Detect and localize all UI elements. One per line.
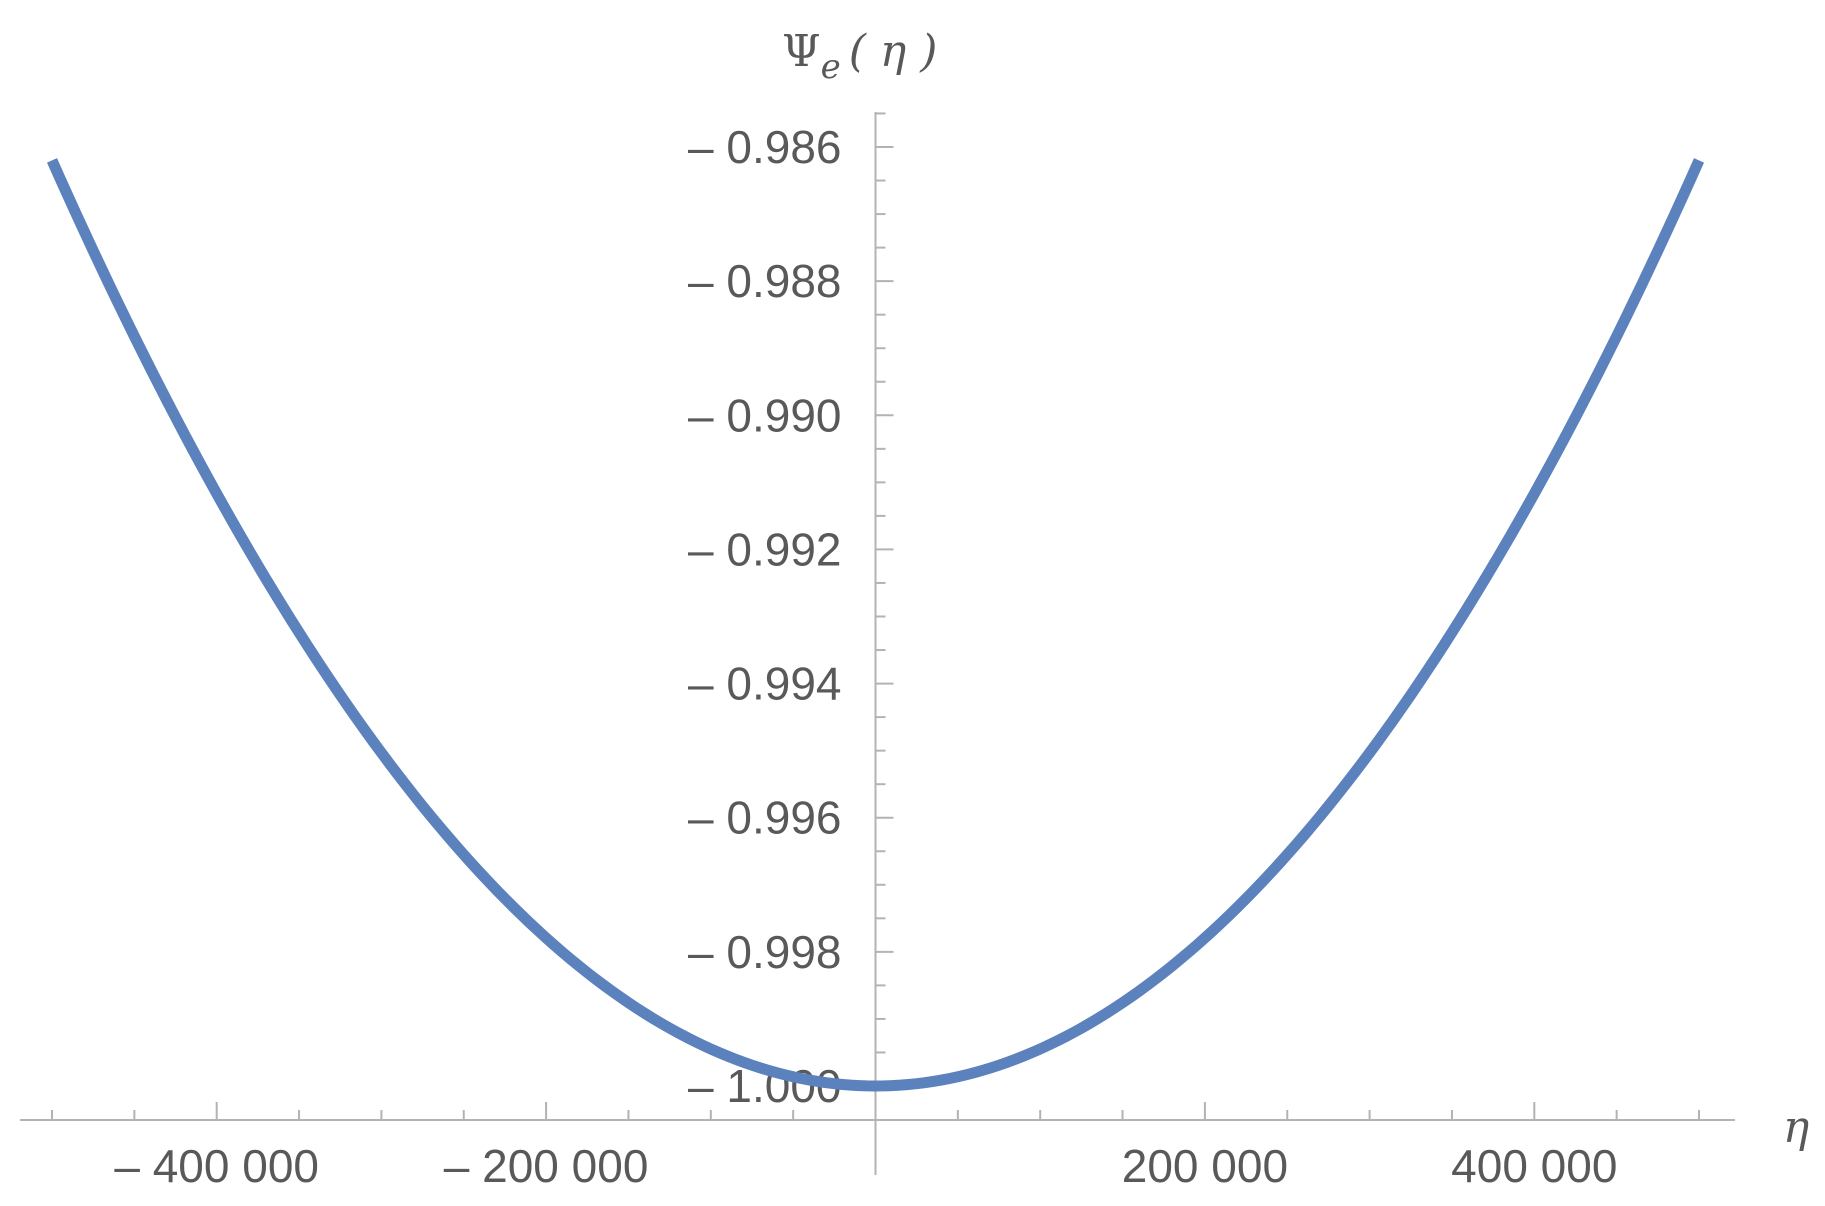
series-line — [46, 158, 1705, 1092]
axes — [20, 112, 1735, 1175]
y-tick-label: – 0.996 — [688, 792, 841, 844]
y-axis-label: Ψe( η ) — [782, 26, 937, 87]
y-tick-label: – 0.986 — [688, 121, 841, 173]
x-tick-label: 400 000 — [1451, 1140, 1617, 1192]
y-tick-label: – 0.992 — [688, 523, 841, 575]
y-tick-label: – 0.988 — [688, 255, 841, 307]
series — [46, 158, 1705, 1092]
y-axis-label-arg: ( η ) — [849, 26, 938, 77]
svg-text:Ψe( η ): Ψe( η ) — [782, 26, 937, 87]
x-tick-label: 200 000 — [1122, 1140, 1288, 1192]
x-tick-label: – 200 000 — [444, 1140, 649, 1192]
x-axis-label: η — [1783, 1102, 1809, 1153]
x-tick-label: – 400 000 — [114, 1140, 319, 1192]
y-tick-label: – 0.994 — [688, 658, 841, 710]
y-tick-label: – 0.998 — [688, 926, 841, 978]
tick-labels: – 400 000 – 200 000 200 000 400 000 – 0.986 –… — [114, 121, 1617, 1192]
y-axis-label-sub: e — [821, 47, 841, 87]
y-axis-label-main: Ψ — [782, 26, 821, 77]
y-tick-label: – 0.990 — [688, 389, 841, 441]
